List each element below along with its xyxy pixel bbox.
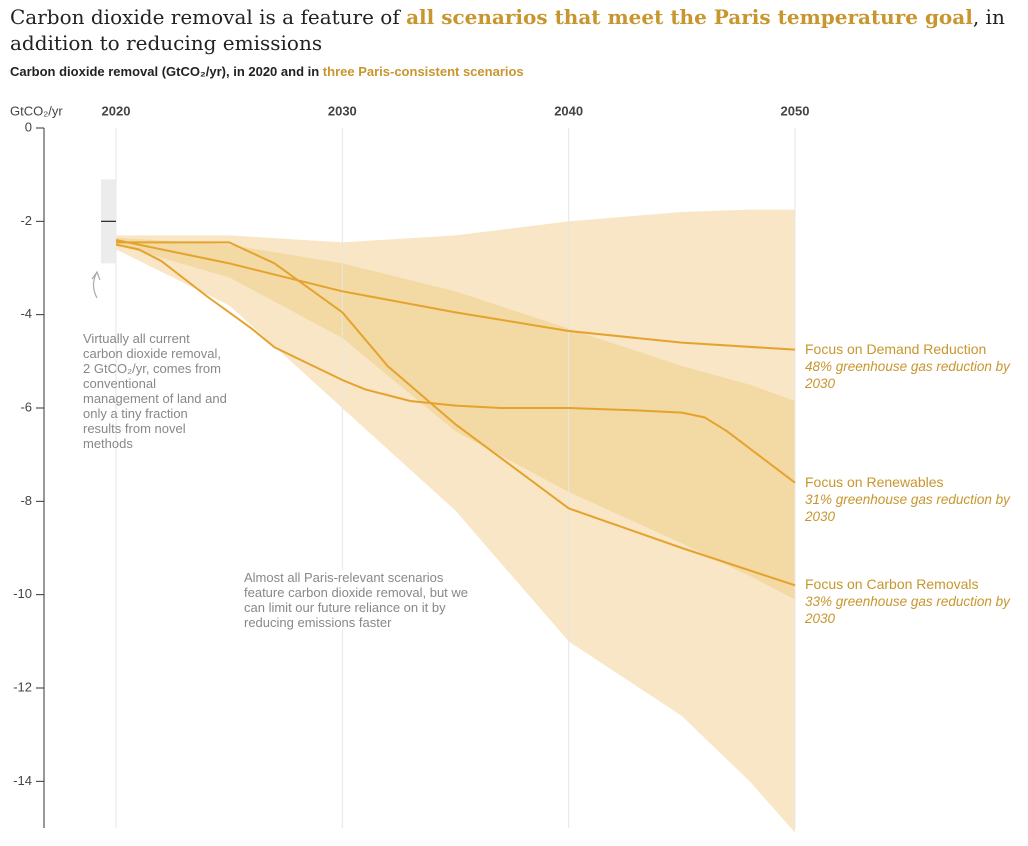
title-part: Carbon dioxide removal is a feature of — [10, 5, 407, 29]
range-band — [116, 237, 795, 600]
annotation-arrow — [91, 270, 101, 299]
series-note: 33% greenhouse gas reduction by 2030 — [805, 594, 1010, 627]
title-highlight: all scenarios that meet the Paris temper… — [406, 5, 973, 29]
series-label: Focus on Demand Reduction 48% greenhouse … — [805, 341, 1028, 392]
series-name: Focus on Demand Reduction — [805, 340, 987, 357]
series-name: Focus on Renewables — [805, 473, 944, 490]
scenario-line — [115, 239, 796, 351]
current-annotation: Virtually all current carbon dioxide rem… — [83, 331, 227, 451]
y-tick-label: -2 — [20, 213, 32, 228]
series-label: Focus on Renewables 31% greenhouse gas re… — [805, 474, 1028, 525]
title-part: , in addition to reducing emissions — [10, 5, 1005, 55]
series-note: 48% greenhouse gas reduction by 2030 — [805, 358, 1010, 391]
scenario-annotation: Almost all Paris-relevant scenarios feat… — [240, 570, 488, 630]
y-tick-label: -12 — [13, 679, 32, 694]
y-tick-label: -4 — [20, 306, 32, 321]
scenario-line — [115, 243, 796, 484]
chart-subtitle: Carbon dioxide removal (GtCO₂/yr), in 20… — [10, 64, 524, 79]
series-name: Focus on Carbon Removals — [805, 576, 979, 593]
scenario-line — [116, 241, 796, 587]
subtitle-highlight: three Paris-consistent scenarios — [322, 64, 524, 79]
y-tick-label: -14 — [13, 773, 32, 788]
y-tick-label: -8 — [20, 493, 32, 508]
series-note: 31% greenhouse gas reduction by 2030 — [805, 491, 1010, 524]
x-tick-label: 2050 — [781, 103, 810, 118]
series-label: Focus on Carbon Removals 33% greenhouse g… — [805, 576, 1028, 627]
x-tick-label: 2030 — [328, 103, 357, 118]
subtitle-part: Carbon dioxide removal (GtCO₂/yr), in 20… — [10, 64, 323, 79]
x-tick-label: 2040 — [554, 103, 583, 118]
chart-title: Carbon dioxide removal is a feature of a… — [10, 4, 1020, 56]
y-tick-label: 0 — [25, 119, 32, 134]
x-tick-label: 2020 — [102, 103, 131, 118]
plot — [101, 128, 796, 833]
y-axis-label: GtCO₂/yr — [10, 103, 63, 118]
y-tick-label: -6 — [20, 399, 32, 414]
y-tick-label: -10 — [13, 586, 32, 601]
